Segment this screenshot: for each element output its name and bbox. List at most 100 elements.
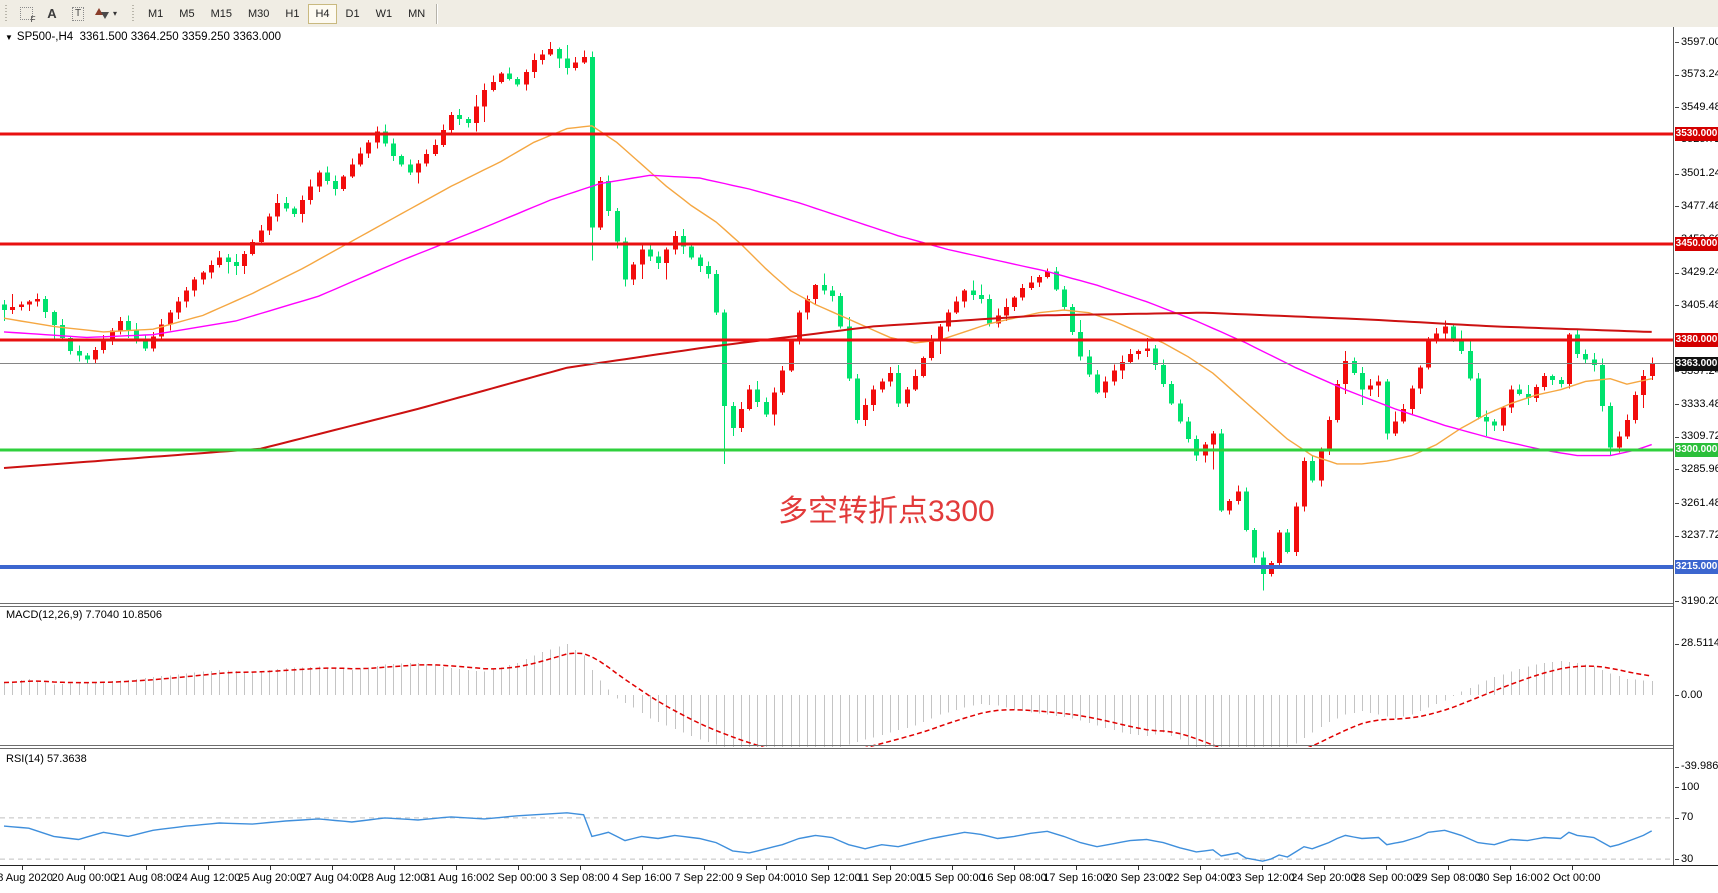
time-tick <box>1138 866 1139 870</box>
timeframe-toolbar: M1 M5 M15 M30 H1 H4 D1 W1 MN <box>140 0 433 27</box>
price-badge-3363: 3363.000 <box>1675 356 1718 371</box>
axis-tick <box>1675 643 1679 645</box>
timeframe-button-m15[interactable]: M15 <box>204 4 239 24</box>
panel-splitter[interactable] <box>0 606 1718 607</box>
axis-tick <box>1675 601 1679 602</box>
price-badge-3380: 3380.000 <box>1675 333 1718 348</box>
time-axis-label: 3 Sep 08:00 <box>550 872 610 884</box>
time-axis-label: 27 Aug 04:00 <box>299 872 365 884</box>
grid-template-tool-button[interactable]: F <box>13 3 39 25</box>
time-axis-label: 30 Sep 16:00 <box>1477 872 1543 884</box>
time-tick <box>22 866 23 870</box>
symbol-timeframe: SP500-,H4 <box>16 31 74 43</box>
macd-pane[interactable] <box>0 607 1673 747</box>
rsi-axis-label: 70 <box>1681 811 1694 824</box>
price-axis-label: 3501.240 <box>1681 167 1718 180</box>
time-axis-label: 29 Sep 08:00 <box>1415 872 1481 884</box>
timeframe-button-d1[interactable]: D1 <box>339 4 367 24</box>
toolbar-grip[interactable] <box>4 4 9 23</box>
axis-tick <box>1675 535 1679 537</box>
timeframe-button-w1[interactable]: W1 <box>369 4 400 24</box>
collapse-triangle-icon[interactable]: ▼ <box>5 33 13 42</box>
time-tick <box>952 866 953 870</box>
timeframe-button-m1[interactable]: M1 <box>141 4 170 24</box>
axis-tick <box>1675 503 1679 505</box>
macd-axis-label: 28.5114 <box>1681 637 1718 650</box>
time-tick <box>642 866 643 870</box>
time-tick <box>704 866 705 870</box>
macd-signal-line <box>3 652 1652 747</box>
time-axis-label: 20 Sep 23:00 <box>1105 872 1171 884</box>
time-tick <box>1262 866 1263 870</box>
price-badge-3450: 3450.000 <box>1675 236 1718 251</box>
label-a-icon: A <box>47 6 57 21</box>
time-axis-label: 11 Sep 20:00 <box>857 872 923 884</box>
axis-tick <box>1675 206 1679 208</box>
price-axis-label: 3429.240 <box>1681 266 1718 279</box>
time-tick <box>1572 866 1573 870</box>
axis-tick <box>1675 42 1679 43</box>
price-axis-label: 3549.480 <box>1681 100 1718 113</box>
time-tick <box>1076 866 1077 870</box>
axis-tick <box>1675 305 1679 307</box>
time-axis-label: 2 Sep 00:00 <box>488 872 548 884</box>
time-axis-label: 25 Aug 20:00 <box>237 872 303 884</box>
time-tick <box>1014 866 1015 870</box>
time-axis-label: 20 Aug 00:00 <box>51 872 117 884</box>
main-price-pane[interactable] <box>0 27 1673 607</box>
time-tick <box>1448 866 1449 870</box>
panel-splitter[interactable] <box>0 603 1718 604</box>
price-axis-label: 3597.000 <box>1681 35 1718 48</box>
time-axis-label: 18 Aug 2020 <box>0 872 53 884</box>
toolbar-separator <box>436 3 438 24</box>
axis-tick <box>1675 74 1679 76</box>
macd-axis-label: 0.00 <box>1681 688 1703 701</box>
price-axis-label: 3573.240 <box>1681 68 1718 81</box>
timeframe-button-h1[interactable]: H1 <box>278 4 306 24</box>
time-tick <box>332 866 333 870</box>
time-tick <box>1386 866 1387 870</box>
time-axis-label: 17 Sep 16:00 <box>1043 872 1109 884</box>
timeframe-button-m30[interactable]: M30 <box>241 4 276 24</box>
arrows-tool-button[interactable]: ▾ <box>91 3 121 25</box>
text-box-tool-button[interactable]: T <box>65 3 91 25</box>
time-tick <box>890 866 891 870</box>
axis-tick <box>1675 436 1679 438</box>
timeframe-button-m5[interactable]: M5 <box>172 4 201 24</box>
macd-label: MACD(12,26,9) 7.7040 10.8506 <box>6 609 162 621</box>
macd-axis-label: -39.9869 <box>1681 760 1718 773</box>
chart-title: ▼ SP500-,H4 3361.500 3364.250 3359.250 33… <box>5 31 281 43</box>
axis-tick <box>1675 817 1679 819</box>
panel-splitter[interactable] <box>0 748 1718 749</box>
time-axis-label: 31 Aug 16:00 <box>423 872 489 884</box>
axis-tick <box>1675 404 1679 406</box>
rsi-axis-label: 30 <box>1681 852 1694 865</box>
toolbar-grip[interactable] <box>131 4 137 23</box>
time-tick <box>84 866 85 870</box>
panel-splitter[interactable] <box>0 745 1718 746</box>
axis-tick <box>1675 859 1679 861</box>
price-axis-label: 3309.720 <box>1681 430 1718 443</box>
timeframe-button-h4[interactable]: H4 <box>308 3 337 24</box>
time-tick <box>456 866 457 870</box>
price-axis-label: 3285.960 <box>1681 462 1718 475</box>
chart-annotation: 多空转折点3300 <box>778 495 995 528</box>
time-tick <box>1510 866 1511 870</box>
time-axis-label: 24 Aug 12:00 <box>175 872 241 884</box>
price-axis[interactable]: 3597.0003573.2403549.4803525.7203501.240… <box>1673 27 1718 893</box>
timeframe-button-mn[interactable]: MN <box>401 4 432 24</box>
time-axis-label: 15 Sep 00:00 <box>919 872 985 884</box>
time-tick <box>766 866 767 870</box>
rsi-pane[interactable] <box>0 749 1673 865</box>
time-tick <box>518 866 519 870</box>
dropdown-caret-icon[interactable]: ▾ <box>113 9 118 18</box>
text-label-tool-button[interactable]: A <box>39 3 65 25</box>
chart-area[interactable]: ▼ SP500-,H4 3361.500 3364.250 3359.250 33… <box>0 27 1718 893</box>
text-box-icon: T <box>71 6 85 21</box>
axis-tick <box>1675 695 1679 696</box>
arrow-down-icon <box>101 12 109 19</box>
grid-f-icon: F <box>19 7 36 24</box>
axis-tick <box>1675 371 1679 373</box>
